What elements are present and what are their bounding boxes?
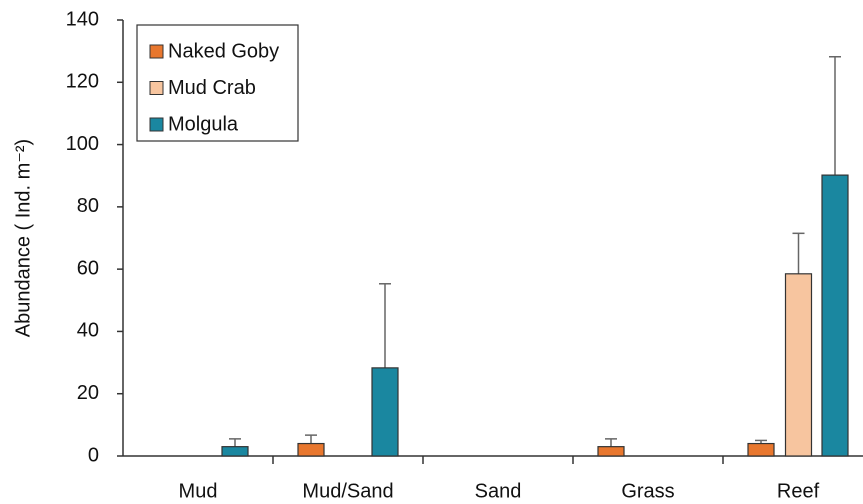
x-tick-label: Reef bbox=[777, 480, 820, 502]
legend-swatch bbox=[149, 44, 164, 59]
legend-box bbox=[136, 24, 299, 142]
y-tick-label: 0 bbox=[88, 444, 99, 466]
legend-label: Molgula bbox=[168, 113, 239, 135]
y-tick-label: 60 bbox=[77, 257, 99, 279]
legend-label: Mud Crab bbox=[168, 77, 256, 99]
y-tick-label: 20 bbox=[77, 382, 99, 404]
y-tick-label: 140 bbox=[66, 8, 99, 30]
bar bbox=[297, 442, 325, 457]
legend-swatch bbox=[149, 81, 164, 95]
bar bbox=[597, 446, 625, 457]
y-tick-label: 80 bbox=[77, 195, 99, 217]
x-tick-label: Mud bbox=[179, 480, 218, 502]
y-tick-label: 100 bbox=[66, 133, 99, 155]
bar bbox=[747, 442, 775, 457]
bar bbox=[784, 273, 813, 457]
x-tick-label: Mud/Sand bbox=[302, 480, 393, 502]
y-tick-label: 40 bbox=[77, 320, 99, 342]
y-tick-label: 120 bbox=[66, 71, 99, 93]
x-tick-label: Grass bbox=[621, 480, 674, 502]
legend-swatch bbox=[149, 117, 164, 132]
bar bbox=[371, 367, 399, 457]
bar bbox=[821, 174, 849, 457]
x-tick-label: Sand bbox=[475, 480, 522, 502]
legend-label: Naked Goby bbox=[168, 40, 279, 62]
bar bbox=[221, 446, 249, 457]
y-axis-label: Abundance ( Ind. m⁻²) bbox=[12, 139, 34, 337]
